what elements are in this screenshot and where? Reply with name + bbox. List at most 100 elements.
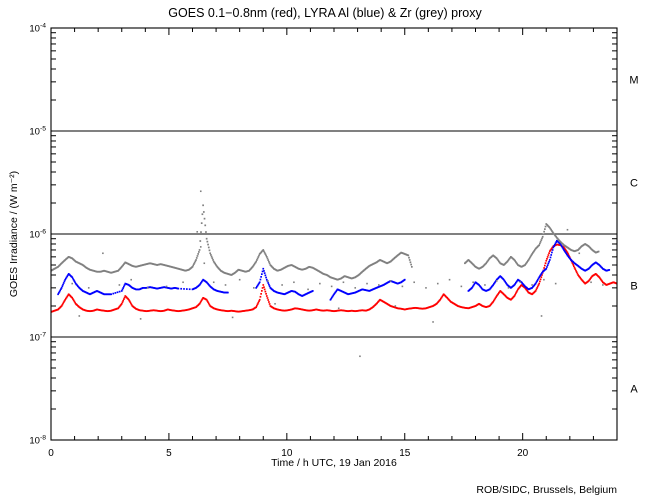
data-point (263, 270, 265, 272)
data-point (120, 303, 122, 306)
data-point (193, 263, 195, 265)
data-point (608, 269, 611, 271)
data-point (555, 235, 558, 238)
data-series-group (51, 190, 617, 358)
data-point (478, 284, 480, 286)
data-point (196, 231, 199, 233)
data-point (534, 290, 537, 292)
data-point (66, 275, 69, 278)
data-point (588, 279, 591, 281)
data-point (265, 292, 267, 295)
data-point (191, 265, 194, 268)
data-point (129, 301, 132, 304)
data-point (504, 280, 507, 283)
data-point (201, 213, 204, 216)
data-point (565, 250, 568, 253)
data-point (599, 278, 602, 281)
data-point (207, 243, 209, 246)
data-point (497, 259, 499, 262)
data-point (442, 294, 444, 297)
data-point (256, 284, 259, 287)
data-point (200, 300, 202, 303)
data-point (539, 275, 541, 278)
data-point (497, 292, 500, 294)
data-point (60, 305, 63, 307)
data-point (543, 264, 546, 267)
data-point (538, 276, 541, 279)
data-point (589, 278, 591, 280)
data-point (507, 258, 510, 261)
data-point (72, 299, 75, 302)
data-point (555, 241, 558, 243)
data-point (553, 245, 555, 247)
data-point (493, 298, 496, 301)
data-point (549, 227, 552, 230)
data-point (408, 256, 410, 259)
data-point (576, 272, 579, 275)
data-point (213, 261, 216, 264)
data-point (214, 263, 217, 266)
data-point (524, 287, 527, 290)
data-point (205, 298, 208, 301)
data-point (203, 262, 206, 265)
data-point (121, 301, 124, 304)
data-point (117, 307, 120, 310)
data-point (260, 292, 262, 295)
data-point (542, 233, 545, 236)
data-point (580, 277, 582, 280)
data-point (498, 261, 501, 264)
data-point (563, 250, 566, 252)
data-point (256, 285, 258, 288)
data-point (508, 257, 511, 260)
data-point (231, 316, 234, 319)
chart-title: GOES 0.1−0.8nm (red), LYRA Al (blue) & Z… (168, 6, 482, 20)
data-point (67, 274, 69, 276)
data-point (490, 286, 492, 289)
data-point (485, 262, 487, 265)
data-point (78, 315, 81, 317)
data-point (227, 291, 229, 294)
data-point (488, 305, 491, 307)
data-point (563, 249, 565, 251)
data-point (268, 283, 270, 286)
data-point (112, 292, 115, 295)
data-point (76, 284, 79, 287)
data-point (268, 262, 271, 265)
data-point (194, 260, 197, 263)
y-tick-label: 10-7 (29, 332, 46, 344)
data-point (513, 259, 516, 261)
data-point (359, 355, 361, 358)
data-point (472, 281, 474, 284)
data-point (114, 292, 117, 294)
data-point (563, 247, 566, 250)
data-point (560, 244, 562, 247)
data-point (505, 282, 507, 284)
data-point (540, 315, 543, 317)
data-point (263, 251, 266, 254)
data-point (118, 305, 121, 308)
data-point (491, 285, 494, 287)
data-point (600, 279, 603, 282)
data-point (439, 298, 441, 301)
flare-class-label-C: C (630, 178, 638, 190)
data-point (568, 257, 571, 259)
data-point (266, 257, 269, 260)
series-grey (51, 204, 600, 281)
data-point (366, 282, 368, 285)
data-point (210, 255, 213, 258)
data-point (259, 295, 262, 298)
flare-class-labels-group: A B C M (629, 75, 638, 396)
data-point (209, 252, 212, 255)
data-point (448, 278, 451, 281)
data-point (203, 217, 206, 220)
data-point (407, 254, 410, 257)
data-point (491, 301, 494, 304)
data-point (62, 302, 64, 305)
data-point (534, 283, 536, 286)
data-point (432, 321, 434, 323)
data-point (515, 262, 518, 264)
data-point (265, 254, 267, 257)
series-red (51, 243, 617, 313)
data-point (67, 294, 69, 297)
data-point (590, 276, 593, 278)
